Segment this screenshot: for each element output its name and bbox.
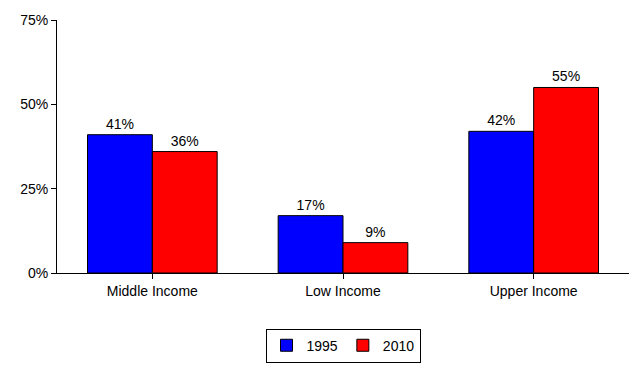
svg-text:41%: 41% [106, 116, 134, 132]
svg-text:0%: 0% [28, 265, 48, 281]
svg-text:55%: 55% [552, 68, 580, 84]
svg-text:Upper Income: Upper Income [490, 283, 578, 299]
svg-text:50%: 50% [20, 96, 48, 112]
svg-text:42%: 42% [487, 112, 515, 128]
svg-text:2010: 2010 [383, 338, 414, 354]
svg-text:75%: 75% [20, 12, 48, 28]
svg-text:Middle Income: Middle Income [107, 283, 198, 299]
svg-text:9%: 9% [365, 224, 385, 240]
svg-text:Low Income: Low Income [305, 283, 381, 299]
svg-text:17%: 17% [297, 197, 325, 213]
svg-text:1995: 1995 [307, 338, 338, 354]
svg-text:36%: 36% [171, 133, 199, 149]
svg-text:25%: 25% [20, 181, 48, 197]
